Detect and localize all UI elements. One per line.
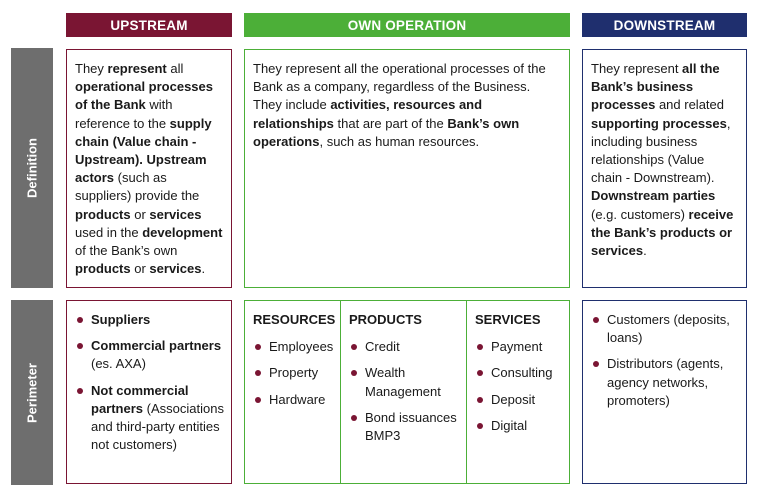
- own-operation-definition: They represent all the operational proce…: [244, 49, 570, 288]
- upstream-definition-text-7: Upstream actors: [75, 152, 207, 186]
- downstream-definition-text-0: They represent: [591, 61, 683, 76]
- downstream-definition-text-7: receive the Bank’s products or services: [591, 206, 734, 259]
- definition-label-text: Definition: [24, 138, 40, 198]
- upstream-perimeter: Suppliers Commercial partners (es. AXA) No…: [66, 300, 232, 484]
- downstream-definition-text-5: Downstream parties: [591, 188, 716, 204]
- downstream-definition-text-4: , including business relationships (Valu…: [591, 115, 731, 186]
- own-perimeter-item: Bond issuances BMP3: [349, 409, 460, 445]
- own-column-list: Employees Property Hardware: [253, 338, 334, 409]
- upstream-item-detail: (Associations and third-party entities n…: [91, 400, 224, 453]
- downstream-definition-text-6: (e.g. customers): [591, 206, 689, 222]
- upstream-perimeter-list: Suppliers Commercial partners (es. AXA) No…: [75, 311, 225, 454]
- own-column-list: Payment Consulting Deposit Digital: [475, 338, 563, 435]
- own-perimeter-item: Hardware: [253, 391, 334, 409]
- downstream-header-label: DOWNSTREAM: [613, 17, 716, 33]
- upstream-definition-text-17: services: [149, 261, 202, 277]
- own-column-title: PRODUCTS: [349, 312, 422, 327]
- upstream-perimeter-item: Suppliers: [75, 311, 225, 329]
- own-operation-header: OWN OPERATION: [244, 13, 570, 37]
- products-column: PRODUCTS Credit Wealth Management Bond issu…: [341, 301, 466, 483]
- downstream-definition-text-1: all the Bank’s business processes: [591, 61, 720, 113]
- upstream-definition-text-2: all: [166, 61, 184, 76]
- own-definition-text-4: , such as human resources.: [319, 133, 480, 149]
- upstream-definition-text-10: or: [130, 206, 150, 222]
- own-definition-text-2: that are part of the: [333, 115, 448, 131]
- own-perimeter-item: Employees: [253, 338, 334, 356]
- upstream-definition-text-4: with reference to the: [75, 97, 173, 131]
- upstream-perimeter-item: Commercial partners (es. AXA): [75, 337, 225, 373]
- upstream-definition-text-15: products: [75, 261, 131, 277]
- own-perimeter-item: Property: [253, 364, 334, 382]
- upstream-definition-text-12: used in the: [75, 224, 143, 240]
- downstream-perimeter-item: Customers (deposits, loans): [591, 311, 742, 347]
- own-column-list: Credit Wealth Management Bond issuances BM…: [349, 338, 460, 445]
- own-perimeter-item: Digital: [475, 417, 563, 435]
- own-column-title: RESOURCES: [253, 312, 336, 327]
- upstream-definition-text-3: operational processes of the Bank: [75, 79, 213, 113]
- own-column-title: SERVICES: [475, 312, 541, 327]
- downstream-definition: They represent all the Bank’s business p…: [582, 49, 747, 288]
- own-operation-header-label: OWN OPERATION: [347, 17, 467, 33]
- upstream-definition-text-9: products: [75, 206, 131, 222]
- upstream-definition-text-18: .: [201, 261, 206, 277]
- own-perimeter-item: Credit: [349, 338, 460, 356]
- own-definition-text-3: Bank’s own operations: [253, 115, 520, 149]
- upstream-definition-text-8: (such as suppliers) provide the: [75, 170, 200, 204]
- own-definition-text-0: They represent all the operational proce…: [253, 61, 546, 113]
- resources-column: RESOURCES Employees Property Hardware: [245, 301, 340, 483]
- downstream-perimeter-item: Distributors (agents, agency networks, p…: [591, 355, 742, 410]
- perimeter-label-text: Perimeter: [24, 362, 40, 423]
- upstream-definition-text-14: of the Bank’s own: [75, 243, 178, 259]
- downstream-header: DOWNSTREAM: [582, 13, 747, 37]
- downstream-definition-text-3: supporting processes: [591, 115, 727, 131]
- services-column: SERVICES Payment Consulting Deposit Digital: [467, 301, 569, 483]
- downstream-perimeter: Customers (deposits, loans) Distributors …: [582, 300, 747, 484]
- upstream-item-detail: (es. AXA): [91, 356, 146, 372]
- upstream-header: UPSTREAM: [66, 13, 232, 37]
- upstream-definition-text-0: They: [75, 61, 108, 76]
- downstream-definition-text-8: .: [643, 243, 647, 259]
- upstream-definition-text-5: supply chain (Value chain - Upstream).: [75, 115, 212, 168]
- perimeter-row-label: Perimeter: [11, 300, 53, 485]
- upstream-item-bold: Commercial partners: [91, 338, 222, 354]
- downstream-definition-text-2: and related: [655, 97, 724, 113]
- own-perimeter-item: Consulting: [475, 364, 563, 382]
- upstream-header-label: UPSTREAM: [110, 17, 188, 33]
- upstream-definition-text-13: development: [142, 224, 223, 240]
- upstream-item-bold: Suppliers: [91, 312, 151, 327]
- downstream-perimeter-list: Customers (deposits, loans) Distributors …: [591, 311, 742, 410]
- column-divider: [340, 301, 341, 483]
- own-operation-perimeter: RESOURCES Employees Property Hardware PRODU…: [244, 300, 570, 484]
- upstream-item-bold: Not commercial partners: [91, 382, 189, 416]
- own-perimeter-item: Deposit: [475, 391, 563, 409]
- own-definition-text-1: activities, resources and relationships: [253, 97, 483, 131]
- definition-row-label: Definition: [11, 48, 53, 288]
- column-divider: [466, 301, 467, 483]
- own-perimeter-item: Wealth Management: [349, 364, 460, 400]
- upstream-definition-text-16: or: [130, 261, 150, 277]
- upstream-definition: They represent all operational processes…: [66, 49, 232, 288]
- upstream-definition-text-11: services: [149, 206, 202, 222]
- upstream-definition-text-1: represent: [107, 61, 167, 76]
- own-perimeter-item: Payment: [475, 338, 563, 356]
- upstream-perimeter-item: Not commercial partners (Associations an…: [75, 382, 225, 455]
